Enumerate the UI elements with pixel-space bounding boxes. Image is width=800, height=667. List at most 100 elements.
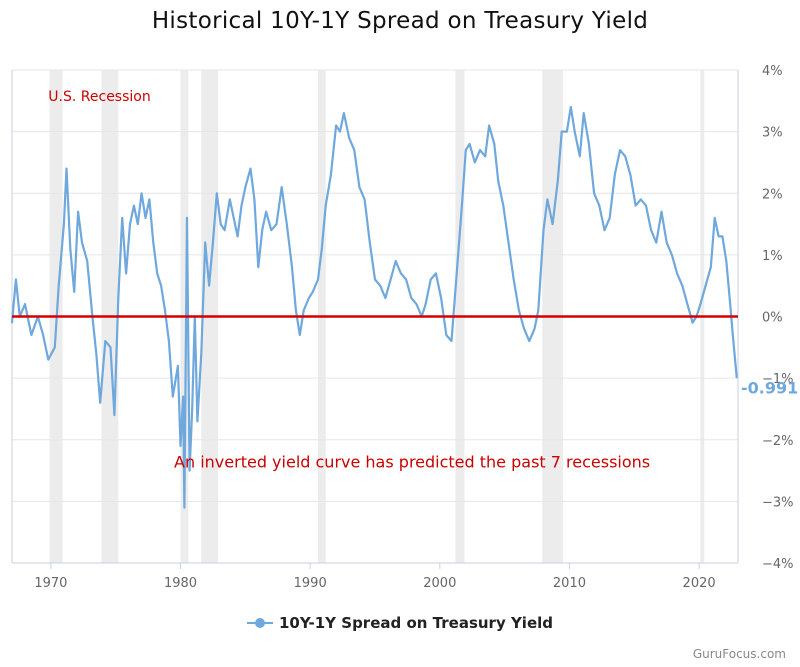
y-tick-label: −2%	[762, 434, 794, 449]
data-point	[435, 272, 437, 275]
data-point	[186, 217, 188, 219]
data-point	[167, 340, 170, 343]
data-point	[191, 408, 194, 410]
data-point	[497, 180, 500, 182]
data-point	[603, 229, 606, 232]
data-point	[573, 130, 576, 133]
data-point	[560, 130, 563, 133]
legend-line-marker-icon	[246, 617, 273, 629]
data-point	[129, 223, 131, 225]
data-point	[665, 241, 668, 244]
data-point	[578, 155, 581, 158]
y-tick-label: 4%	[762, 64, 783, 79]
data-point	[125, 272, 127, 275]
data-point	[556, 180, 559, 182]
data-point	[160, 284, 162, 287]
data-point	[330, 173, 332, 176]
data-point	[302, 309, 305, 312]
data-point	[588, 143, 590, 145]
data-point	[232, 217, 235, 219]
data-point	[348, 136, 350, 139]
x-tick-label: 1970	[34, 576, 67, 591]
legend-item-spread[interactable]: 10Y-1Y Spread on Treasury Yield	[0, 614, 800, 632]
data-point	[546, 198, 549, 201]
x-tick-label: 1990	[294, 576, 327, 591]
data-point	[389, 278, 392, 281]
data-point	[533, 327, 536, 330]
data-point	[140, 192, 143, 195]
data-point	[400, 272, 402, 275]
data-point	[240, 204, 243, 207]
data-point	[62, 223, 65, 225]
y-tick-label: −4%	[762, 557, 794, 572]
data-point	[132, 204, 135, 207]
data-point	[542, 229, 545, 232]
data-point	[582, 112, 585, 115]
data-point	[42, 334, 45, 336]
data-point	[24, 303, 26, 306]
data-point	[295, 309, 297, 312]
data-point	[379, 284, 382, 287]
x-tick-label: 2000	[423, 576, 456, 591]
data-point	[699, 303, 702, 306]
data-point	[183, 506, 186, 509]
data-point	[177, 364, 179, 367]
data-point	[73, 290, 76, 293]
data-point	[731, 334, 734, 336]
data-point	[709, 266, 712, 269]
data-point	[77, 210, 80, 213]
data-point	[686, 303, 689, 306]
data-point	[551, 223, 554, 225]
data-point	[99, 401, 102, 404]
data-point	[57, 284, 60, 287]
data-point	[179, 445, 182, 447]
data-point	[681, 284, 684, 287]
data-point	[624, 155, 627, 158]
data-point	[634, 204, 637, 207]
data-point	[655, 241, 658, 244]
data-point	[445, 334, 448, 336]
data-point	[645, 204, 647, 207]
data-point	[455, 272, 458, 275]
data-point	[148, 198, 151, 201]
data-point	[253, 198, 256, 201]
data-point	[729, 303, 732, 306]
data-point	[324, 204, 327, 207]
y-tick-label: −1%	[762, 372, 794, 387]
data-point	[660, 210, 663, 213]
data-point	[339, 130, 341, 133]
data-point	[53, 346, 56, 349]
data-point	[424, 303, 427, 306]
data-point	[569, 106, 572, 108]
data-point	[14, 278, 17, 281]
data-point	[676, 272, 678, 275]
data-point	[236, 235, 239, 238]
data-point	[613, 173, 616, 176]
data-point	[473, 161, 476, 164]
inversion-annotation: An inverted yield curve has predicted th…	[174, 452, 650, 471]
data-point	[358, 186, 361, 188]
data-point	[429, 278, 432, 281]
data-point	[47, 358, 50, 361]
data-point	[629, 173, 632, 176]
data-point	[363, 198, 366, 201]
data-point	[113, 414, 116, 416]
data-point	[608, 217, 611, 219]
data-point	[450, 340, 453, 343]
recession-annotation: U.S. Recession	[48, 89, 150, 105]
data-point	[704, 284, 707, 287]
data-point	[164, 309, 166, 312]
data-point	[182, 395, 185, 398]
data-point	[464, 149, 467, 152]
data-point	[104, 340, 107, 343]
data-point	[415, 303, 418, 306]
data-point	[374, 278, 376, 281]
data-point	[223, 229, 226, 232]
data-point	[598, 204, 601, 207]
data-point	[196, 420, 199, 423]
watermark: GuruFocus.com	[692, 647, 786, 661]
data-point	[394, 260, 397, 262]
data-point	[512, 278, 515, 281]
data-point	[291, 266, 293, 269]
data-point	[479, 149, 481, 152]
